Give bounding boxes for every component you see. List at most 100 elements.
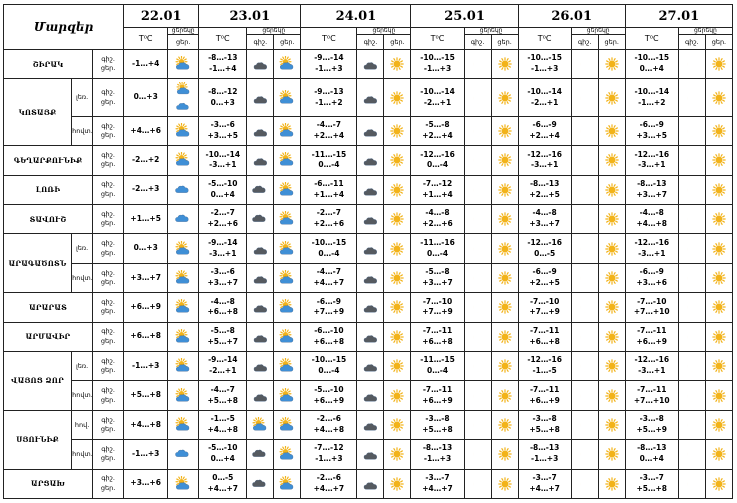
date-header: 23.01 [198,4,302,28]
weather-cell [490,48,519,80]
icon-stack [169,352,198,379]
cloud-moon-icon [254,330,268,343]
temp-value: 0…-4 [318,248,340,258]
icon-wrap [275,117,300,144]
region-name: ԱՐՑԱԽ [2,468,94,500]
icon-wrap [599,147,624,174]
icon-wrap [465,382,490,409]
dark-cloud-moon-icon [254,154,268,166]
weather-cell [704,409,734,441]
icon-wrap [248,411,273,438]
icon-wrap [275,176,300,203]
icon-wrap [492,352,517,379]
temp-cell: 0…+3 [123,78,169,117]
day-subheader: ցեր. [597,34,626,50]
temp-value: -6…-10 [314,325,344,335]
dark-cloud-icon [252,479,266,487]
temp-value: -3…+1 [209,160,237,170]
icon-stack [169,470,198,497]
night-subheader: գիշ. [570,34,599,50]
period-labels: գիշ. ցեր. [92,321,125,352]
temp-cell: -3…-7 +4…+7 [410,468,465,500]
weather-cell [246,204,275,235]
weather-cell [383,380,412,411]
weather-cell [570,48,599,80]
temp-cell: -7…-11 +6…+9 [624,321,679,352]
icon-wrap [706,147,731,174]
moon-icon [687,331,693,343]
weather-cell [490,321,519,352]
icon-wrap [275,51,300,78]
temp-value: -6…-9 [639,120,664,130]
icon-stack [169,264,198,291]
weather-cell [246,174,275,206]
icon-wrap [679,264,704,291]
icon-wrap [248,352,273,379]
sun-icon [497,330,512,344]
temp-value: -3…-6 [210,120,235,130]
weather-cell [167,174,200,206]
icon-wrap [706,323,731,350]
daytime-header: ցերեկը [356,27,412,35]
temp-cell: -7…-10 +7…+9 [517,292,572,323]
temp-value: -7…-11 [422,325,453,335]
temp-cell: -12…-16 -1…-5 [517,350,572,382]
period-labels: գիշ. ցեր. [92,292,125,323]
weather-cell [570,262,599,294]
icon-wrap [248,323,273,350]
temp-value: -1…+3 [315,64,343,74]
temp-header: T⁰C [517,27,572,50]
temp-cell: -9…-14 -1…+3 [300,48,358,80]
sun-icon [390,90,405,105]
weather-cell [677,48,706,80]
icon-wrap [706,411,731,438]
temp-value: -8…-13 [637,443,667,453]
sun-icon [390,153,405,168]
temp-cell: -11…-15 0…-4 [300,145,358,176]
icon-wrap [492,235,517,262]
temp-value: -2…+1 [423,97,452,107]
temp-cell: -11…-16 0…-4 [410,233,465,264]
weather-cell [570,292,599,323]
weather-cell [246,380,275,411]
temp-value: +4…+6 [130,125,161,135]
sun-icon [604,388,619,403]
icon-wrap [599,294,624,321]
temp-value: +7…+10 [633,307,670,317]
weather-cell [383,409,412,441]
temp-value: -12…-16 [527,355,562,365]
icon-wrap [275,80,300,115]
temp-value: -2…+3 [132,184,160,194]
period-label: գիշ. [101,180,115,189]
weather-cell [463,350,492,382]
temp-cell: -10…-15 -1…+3 [410,48,465,80]
sun-icon [712,359,726,373]
moon-icon [687,155,693,166]
sun-icon [497,124,512,138]
period-label: գիշ. [101,327,115,336]
icon-wrap [385,294,410,321]
temp-value: +3…+7 [207,278,239,287]
temp-value: 0…+4 [210,189,235,199]
sun-icon [497,183,512,197]
weather-cell [677,321,706,352]
temp-value: +7…+9 [422,307,453,317]
icon-wrap [465,441,490,468]
icon-wrap [679,80,704,115]
temp-value: -6…-9 [532,120,557,130]
cloud-moon-icon [364,183,378,196]
temp-cell: -6…-9 +2…+5 [517,262,572,294]
temp-value: -7…-11 [529,325,560,335]
temp-value: -10…-15 [527,53,562,63]
icon-wrap [599,411,624,438]
weather-cell [273,321,302,352]
weather-cell [356,262,385,294]
moon-icon [687,302,693,313]
period-label: գիշ. [101,474,115,483]
weather-cell [167,204,200,235]
icon-wrap [706,235,731,262]
table-row: ԱՐԱՐԱՏ գիշ. ցեր. +6…+9 -4…-8 +6…+8 -6…-9 +7…+9-… [2,292,734,323]
icon-wrap [599,470,624,497]
temp-value: 0…+4 [639,64,664,74]
icon-wrap [572,147,597,174]
